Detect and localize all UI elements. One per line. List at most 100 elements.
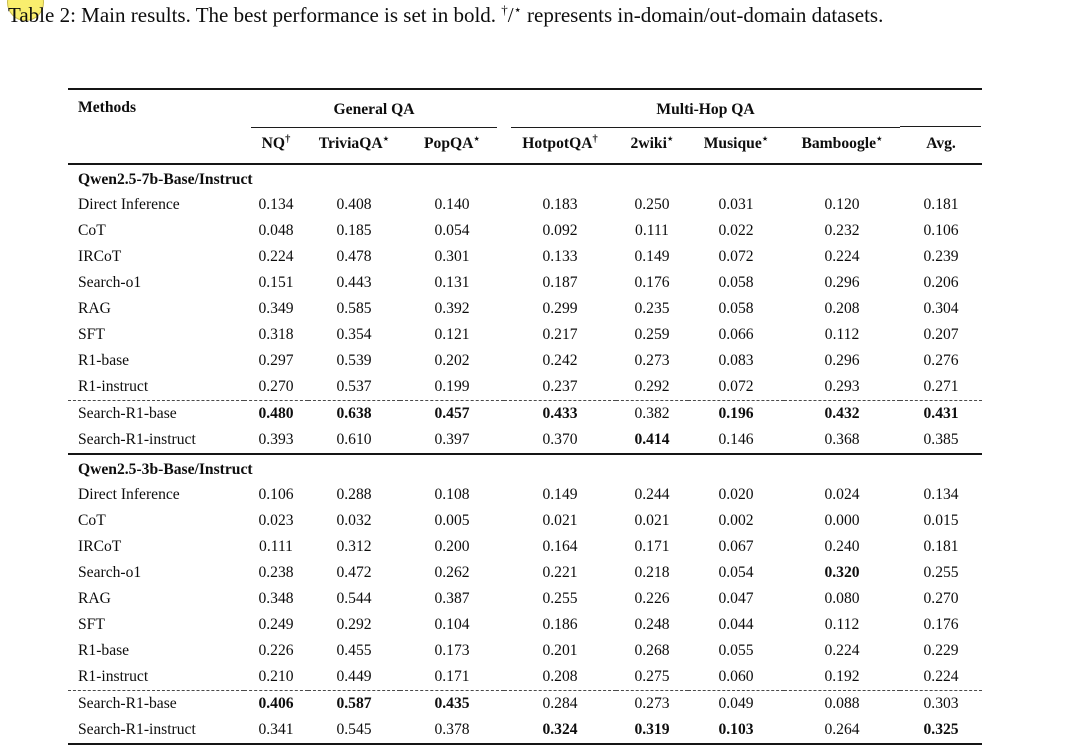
- dagger-symbol: †: [501, 2, 508, 17]
- value-cell: 0.054: [718, 564, 754, 581]
- header-columns-row: NQ† TriviaQA⋆ PopQA⋆ HotpotQA† 2wiki⋆ Musique…: [68, 128, 983, 165]
- value-cell: 0.083: [718, 352, 754, 369]
- value-cell: 0.297: [258, 352, 294, 369]
- value-cell: 0.271: [923, 378, 959, 395]
- value-cell: 0.047: [718, 590, 754, 607]
- value-cell: 0.433: [504, 400, 617, 427]
- value-cell: 0.146: [718, 431, 754, 448]
- value-cell: 0.304: [923, 300, 959, 317]
- value-cell: 0.112: [824, 616, 860, 633]
- value-cell: 0.111: [259, 538, 293, 555]
- value-cell: 0.312: [336, 538, 372, 555]
- section-header-row: Qwen2.5-7b-Base/Instruct: [68, 164, 982, 192]
- value-cell: 0.392: [434, 300, 470, 317]
- value-cell: 0.200: [434, 538, 470, 555]
- table-head: Methods General QA Multi-Hop QA NQ† TriviaQA…: [68, 89, 983, 165]
- value-cell: 0.255: [542, 590, 578, 607]
- table-body: Qwen2.5-7b-Base/Instruct Direct Inference…: [68, 164, 983, 744]
- table-row: SFT 0.318 0.354 0.121 0.217 0.259 0.066 0.112 0.…: [68, 322, 982, 348]
- table-row: SFT 0.249 0.292 0.104 0.186 0.248 0.044 0.112 0.…: [68, 612, 982, 638]
- table-row: IRCoT 0.224 0.478 0.301 0.133 0.149 0.072 0.224…: [68, 244, 982, 270]
- value-cell: 0.259: [634, 326, 670, 343]
- table-row: RAG 0.349 0.585 0.392 0.299 0.235 0.058 0.208 0.…: [68, 296, 982, 322]
- column-sup-triviaqa: ⋆: [382, 133, 390, 145]
- method-name: R1-base: [78, 352, 130, 369]
- caption-slash: /: [507, 3, 514, 27]
- value-cell: 0.111: [635, 222, 669, 239]
- value-cell: 0.186: [542, 616, 578, 633]
- value-cell: 0.262: [434, 564, 470, 581]
- value-cell: 0.208: [542, 668, 578, 685]
- value-cell: 0.544: [336, 590, 372, 607]
- value-cell: 0.587: [308, 690, 400, 717]
- value-cell: 0.248: [634, 616, 670, 633]
- group-header-general-qa: General QA: [244, 89, 504, 128]
- value-cell: 0.133: [542, 248, 578, 265]
- method-name: Search-R1-base: [68, 400, 244, 427]
- column-header-popqa: PopQA⋆: [400, 128, 505, 165]
- value-cell: 0.539: [336, 352, 372, 369]
- value-cell: 0.480: [244, 400, 308, 427]
- group-header-multi-hop-qa: Multi-Hop QA: [504, 89, 901, 128]
- value-cell: 0.224: [824, 248, 860, 265]
- value-cell: 0.121: [434, 326, 470, 343]
- table-row: R1-base 0.297 0.539 0.202 0.242 0.273 0.083 0.2…: [68, 348, 982, 374]
- table-row: R1-base 0.226 0.455 0.173 0.201 0.268 0.055 0.2…: [68, 638, 982, 664]
- value-cell: 0.217: [542, 326, 578, 343]
- value-cell: 0.005: [434, 512, 470, 529]
- header-group-row: Methods General QA Multi-Hop QA: [68, 89, 982, 165]
- table-row: R1-instruct 0.270 0.537 0.199 0.237 0.292 0.07…: [68, 374, 982, 401]
- value-cell: 0.049: [688, 690, 785, 717]
- value-cell: 0.382: [616, 400, 689, 427]
- value-cell: 0.134: [258, 196, 294, 213]
- table-row: Search-o1 0.151 0.443 0.131 0.187 0.176 0.058 0…: [68, 270, 982, 296]
- value-cell: 0.349: [258, 300, 294, 317]
- section-title-qwen2-5-3b-base-instruct: Qwen2.5-3b-Base/Instruct: [68, 453, 983, 482]
- value-cell: 0.149: [634, 248, 670, 265]
- value-cell: 0.276: [923, 352, 959, 369]
- value-cell: 0.208: [824, 300, 860, 317]
- value-cell: 0.104: [434, 616, 470, 633]
- value-cell: 0.134: [923, 486, 959, 503]
- value-cell: 0.022: [718, 222, 754, 239]
- value-cell: 0.002: [718, 512, 754, 529]
- section-header-row: Qwen2.5-3b-Base/Instruct: [68, 453, 983, 482]
- value-cell: 0.103: [718, 721, 754, 738]
- value-cell: 0.120: [824, 196, 860, 213]
- value-cell: 0.455: [336, 642, 372, 659]
- column-header-methods: Methods: [68, 89, 244, 165]
- method-name: Search-R1-instruct: [78, 431, 196, 448]
- value-cell: 0.108: [434, 486, 470, 503]
- column-header-nq: NQ†: [244, 128, 308, 165]
- table-row: Direct Inference 0.134 0.408 0.140 0.183 0.25…: [68, 192, 982, 218]
- column-header-hotpotqa: HotpotQA†: [504, 128, 617, 165]
- table-row: Search-R1-base 0.480 0.638 0.457 0.433 0.382 0…: [68, 400, 983, 427]
- value-cell: 0.000: [824, 512, 860, 529]
- method-name: RAG: [78, 590, 111, 607]
- table-row: Search-R1-base 0.406 0.587 0.435 0.284 0.273 0…: [68, 690, 983, 717]
- value-cell: 0.354: [336, 326, 372, 343]
- value-cell: 0.255: [923, 564, 959, 581]
- method-name: CoT: [78, 512, 106, 529]
- value-cell: 0.201: [542, 642, 578, 659]
- value-cell: 0.449: [336, 668, 372, 685]
- value-cell: 0.072: [718, 248, 754, 265]
- value-cell: 0.408: [336, 196, 372, 213]
- method-name: Direct Inference: [78, 196, 180, 213]
- table-row: RAG 0.348 0.544 0.387 0.255 0.226 0.047 0.080 0.…: [68, 586, 982, 612]
- method-name: RAG: [78, 300, 111, 317]
- value-cell: 0.048: [258, 222, 294, 239]
- value-cell: 0.202: [434, 352, 470, 369]
- value-cell: 0.031: [718, 196, 754, 213]
- column-sup-2wiki: ⋆: [666, 133, 674, 145]
- value-cell: 0.249: [258, 616, 294, 633]
- method-name: Search-o1: [78, 274, 142, 291]
- value-cell: 0.393: [258, 431, 294, 448]
- value-cell: 0.387: [434, 590, 470, 607]
- star-symbol: ⋆: [513, 2, 522, 17]
- value-cell: 0.270: [258, 378, 294, 395]
- value-cell: 0.058: [718, 300, 754, 317]
- value-cell: 0.610: [336, 431, 372, 448]
- value-cell: 0.206: [923, 274, 959, 291]
- value-cell: 0.414: [634, 431, 670, 448]
